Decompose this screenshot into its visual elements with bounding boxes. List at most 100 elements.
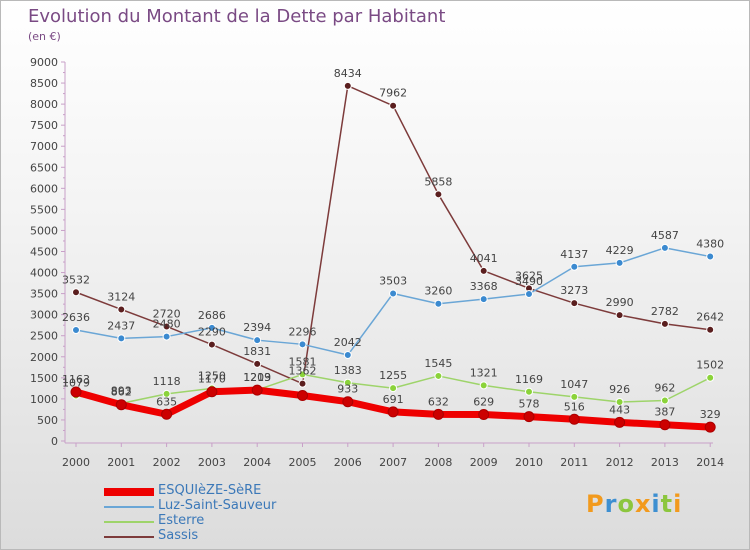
data-point (387, 406, 399, 418)
y-tick-label: 5000 (30, 224, 58, 237)
y-tick-label: 9000 (30, 56, 58, 69)
data-label: 3273 (560, 284, 588, 297)
data-label: 1170 (198, 373, 226, 386)
data-point (570, 299, 579, 308)
y-tick-label: 500 (37, 414, 58, 427)
data-point (523, 411, 535, 423)
data-point (162, 389, 171, 398)
legend-swatch-esquieze-sere (104, 488, 154, 496)
data-point (525, 387, 533, 396)
data-point (434, 371, 443, 380)
data-point (660, 396, 669, 405)
data-label: 3503 (379, 274, 407, 287)
legend-swatch-sassis (104, 536, 154, 538)
data-label: 635 (156, 395, 177, 408)
data-label: 5858 (424, 175, 452, 188)
data-label: 962 (654, 381, 675, 394)
data-label: 926 (609, 383, 630, 396)
data-label: 3260 (424, 285, 452, 298)
data-label: 3124 (107, 290, 135, 303)
x-tick-label: 2002 (153, 456, 181, 469)
data-point (162, 332, 171, 341)
data-label: 4041 (470, 252, 498, 265)
data-label: 3490 (515, 275, 543, 288)
data-point (342, 396, 354, 408)
data-label: 2642 (696, 311, 724, 324)
y-tick-label: 6000 (30, 182, 58, 195)
x-tick-label: 2005 (289, 456, 317, 469)
data-label: 7962 (379, 87, 407, 100)
x-tick-label: 2011 (560, 456, 588, 469)
data-label: 4137 (560, 248, 588, 261)
logo-letter: x (634, 490, 652, 518)
y-tick-label: 5500 (30, 203, 58, 216)
y-tick-label: 7500 (30, 119, 58, 132)
data-label: 8434 (334, 67, 362, 80)
data-point (117, 305, 126, 314)
data-point (615, 398, 624, 407)
data-label: 1163 (62, 373, 90, 386)
data-label: 1213 (243, 371, 271, 384)
data-label: 2782 (651, 305, 679, 318)
data-point (343, 351, 352, 360)
data-label: 1362 (289, 365, 317, 378)
data-label: 2686 (198, 309, 226, 322)
data-label: 4380 (696, 238, 724, 251)
data-point (343, 378, 352, 387)
data-label: 2636 (62, 311, 90, 324)
data-point (479, 381, 488, 390)
y-tick-label: 1000 (30, 393, 58, 406)
data-label: 3532 (62, 273, 90, 286)
data-point (660, 319, 669, 328)
data-label: 1545 (424, 357, 452, 370)
legend-swatch-esterre (104, 521, 154, 523)
data-label: 2720 (153, 307, 181, 320)
data-label: 4587 (651, 229, 679, 242)
data-label: 2990 (606, 296, 634, 309)
logo-letter: o (617, 490, 635, 518)
data-point (115, 399, 127, 411)
data-point (161, 408, 173, 420)
data-point (72, 325, 80, 334)
data-point (298, 379, 307, 388)
y-tick-label: 6500 (30, 161, 58, 174)
data-point (570, 262, 579, 271)
data-label: 578 (519, 398, 540, 411)
y-tick-label: 8000 (30, 98, 58, 111)
logo-letter: i (673, 490, 683, 518)
data-point (389, 289, 398, 298)
data-point (479, 295, 488, 304)
data-point (706, 373, 715, 382)
x-tick-label: 2001 (107, 456, 135, 469)
y-tick-label: 4000 (30, 267, 58, 280)
data-point (478, 409, 490, 421)
data-point (434, 299, 443, 308)
data-point (251, 384, 263, 396)
data-label: 329 (700, 408, 721, 421)
data-point (570, 392, 579, 401)
data-label: 1581 (289, 355, 317, 368)
data-point (568, 413, 580, 425)
data-label: 2042 (334, 336, 362, 349)
y-tick-label: 7000 (30, 140, 58, 153)
data-label: 2437 (107, 319, 135, 332)
data-point (207, 340, 216, 349)
y-tick-label: 3000 (30, 309, 58, 322)
x-tick-label: 2006 (334, 456, 362, 469)
data-label: 691 (383, 393, 404, 406)
x-tick-label: 2000 (62, 456, 90, 469)
data-point (704, 421, 716, 433)
logo-letter: r (604, 490, 618, 518)
data-point (253, 336, 262, 345)
data-label: 862 (111, 386, 132, 399)
data-point (479, 266, 488, 275)
logo-letter: P (586, 490, 605, 518)
data-point (206, 386, 218, 398)
data-label: 1502 (696, 359, 724, 372)
data-point (72, 288, 80, 297)
data-label: 933 (337, 383, 358, 396)
x-tick-label: 2007 (379, 456, 407, 469)
series-line-3 (75, 85, 711, 385)
data-point (615, 258, 624, 267)
